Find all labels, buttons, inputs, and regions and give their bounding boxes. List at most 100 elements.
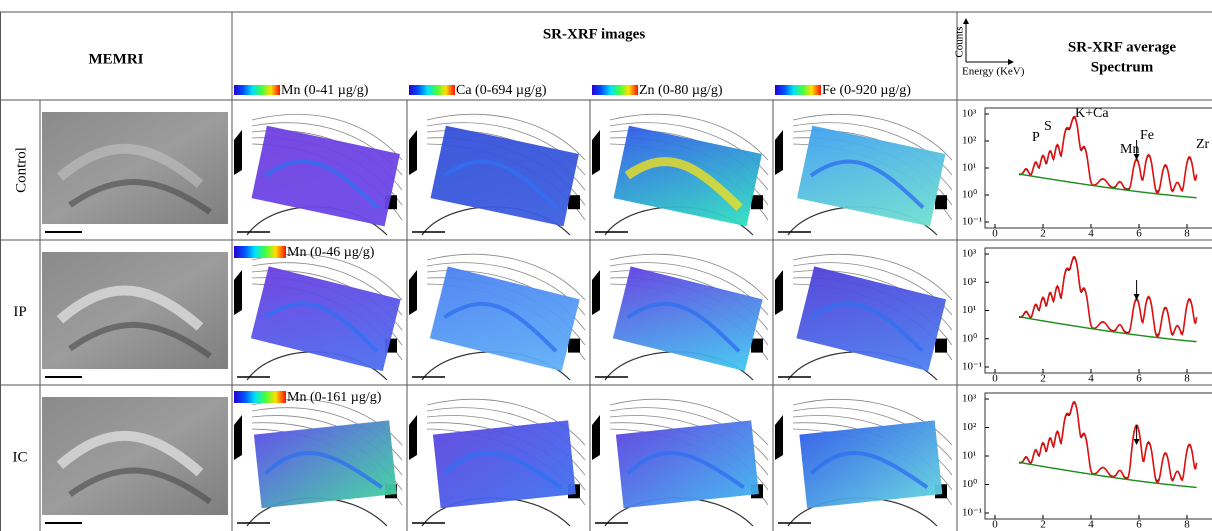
mri-structure	[68, 321, 212, 359]
y-tick-label: 10⁻¹	[962, 216, 982, 228]
x-tick-label: 4	[1088, 519, 1094, 531]
brain-outline	[592, 415, 600, 460]
brain-outline	[775, 130, 783, 175]
xrf-map	[409, 113, 586, 236]
map-overlay	[568, 338, 580, 353]
map-overlay	[799, 420, 943, 509]
map-overlay	[251, 125, 400, 227]
arrow-head	[1133, 439, 1140, 445]
map-structure	[626, 301, 741, 353]
mri-image	[42, 397, 228, 515]
table-rules	[0, 11, 1212, 531]
colorbar-label: Zn (0-80 µg/g)	[639, 83, 723, 98]
y-tick-label: 10¹	[962, 304, 976, 316]
xrf-map	[234, 113, 403, 236]
colorbar	[234, 246, 286, 258]
peak-label: Fe	[1140, 128, 1154, 143]
row-label: IP	[13, 304, 26, 320]
xrf-map	[409, 253, 586, 381]
column-title: SR-XRF average	[1068, 39, 1177, 55]
map-overlay	[250, 266, 401, 372]
y-tick-label: 10⁰	[962, 332, 978, 344]
colorbar	[234, 85, 280, 95]
peak-label: Mn	[1120, 142, 1139, 157]
brain-outline	[234, 415, 242, 460]
spectrum-fit	[1018, 255, 1198, 338]
brain-outline	[609, 407, 769, 461]
brain-outline	[609, 113, 769, 161]
y-tick-label: 10³	[962, 248, 977, 260]
y-tick-label: 10²	[962, 276, 977, 288]
map-structure	[264, 159, 379, 210]
map-overlay	[751, 195, 763, 210]
x-tick-label: 0	[992, 228, 998, 240]
y-tick-label: 10³	[962, 393, 977, 405]
peak-label: P	[1032, 130, 1040, 145]
x-tick-label: 8	[1184, 228, 1190, 240]
brain-outline	[426, 253, 586, 301]
map-overlay	[751, 338, 763, 353]
brain-outline	[775, 415, 783, 460]
brain-outline	[426, 398, 586, 446]
xrf-map	[409, 398, 586, 527]
peak-label: K+Ca	[1075, 106, 1109, 121]
peak-label: Zr	[1196, 137, 1210, 152]
plot-frame	[984, 392, 1212, 520]
colorbar-label: Mn (0-161 µg/g)	[287, 390, 382, 405]
x-tick-label: 4	[1088, 228, 1094, 240]
spectrum-fit	[1018, 401, 1198, 484]
spectrum-background	[1018, 173, 1197, 199]
brain-outline	[792, 407, 953, 461]
xrf-map	[775, 398, 953, 527]
brain-outline	[592, 130, 600, 175]
colorbar	[234, 391, 286, 403]
brain-outline	[234, 270, 242, 315]
brain-outline	[592, 270, 600, 315]
x-tick-label: 6	[1136, 373, 1142, 385]
brain-outline	[775, 270, 783, 315]
mri-structure	[68, 467, 212, 505]
map-structure	[626, 450, 745, 490]
map-structure	[443, 159, 558, 210]
brain-outline	[609, 398, 769, 446]
y-tick-label: 10²	[962, 135, 977, 147]
map-overlay	[568, 195, 580, 210]
spectrum-background	[1018, 461, 1197, 489]
map-overlay	[615, 420, 759, 509]
colorbar	[775, 85, 821, 95]
spectrum-background	[1018, 316, 1197, 343]
brain-outline	[409, 415, 417, 460]
map-structure	[264, 450, 383, 490]
map-overlay	[797, 125, 946, 227]
x-tick-label: 8	[1184, 373, 1190, 385]
plot-frame	[984, 107, 1212, 229]
map-overlay	[430, 125, 579, 227]
brain-outline	[792, 398, 953, 446]
column-title: MEMRI	[89, 51, 144, 67]
peak-label: S	[1044, 119, 1052, 134]
mri-structure	[56, 430, 204, 477]
mri-structure	[56, 143, 204, 188]
colorbar-label: Mn (0-41 µg/g)	[281, 83, 369, 98]
mri-image	[42, 112, 228, 224]
brain-outline	[251, 113, 403, 161]
brain-outline	[609, 253, 769, 301]
map-overlay	[432, 420, 576, 509]
row-label: Control	[13, 147, 29, 193]
x-tick-label: 4	[1088, 373, 1094, 385]
y-tick-label: 10⁰	[962, 189, 978, 201]
arrow-head	[1133, 154, 1140, 160]
x-tick-label: 6	[1136, 519, 1142, 531]
x-tick-label: 6	[1136, 228, 1142, 240]
row-label: IC	[13, 449, 28, 465]
map-overlay	[612, 266, 763, 372]
colorbar	[592, 85, 638, 95]
map-overlay	[935, 338, 947, 353]
y-tick-label: 10¹	[962, 450, 976, 462]
map-structure	[443, 450, 562, 490]
y-tick-label: 10²	[962, 421, 977, 433]
colorbar	[409, 85, 455, 95]
brain-outline	[426, 407, 586, 461]
map-overlay	[429, 266, 580, 372]
